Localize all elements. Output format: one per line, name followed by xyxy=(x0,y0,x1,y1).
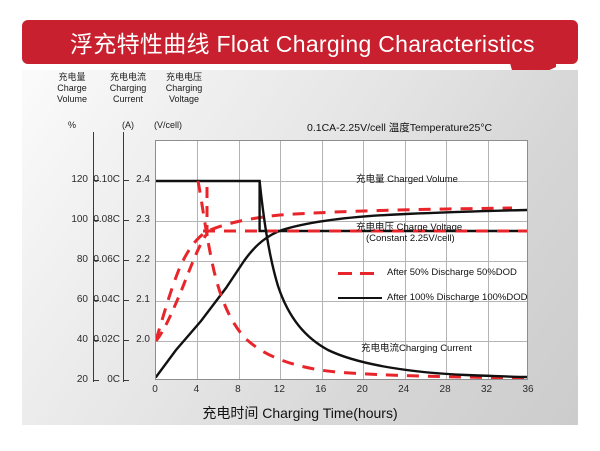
curve-charging-current-50dod xyxy=(196,180,527,379)
y-tick-label-charging-voltage: 2.4 xyxy=(136,174,150,185)
annotation-charged-volume: 充电量 Charged Volume xyxy=(356,174,458,185)
axis-heading-en1: Charging xyxy=(165,83,203,93)
title-banner: 浮充特性曲线 Float Charging Characteristics xyxy=(22,20,578,85)
annotation-charge-voltage-sub: (Constant 2.25V/cell) xyxy=(366,233,455,244)
y-tick-label-charging-current: 0.08C xyxy=(93,214,120,225)
y-tick-label-charging-voltage: 2.0 xyxy=(136,334,150,345)
y-tick-label-charge-volume: 80 xyxy=(76,254,88,265)
x-tick-label: 28 xyxy=(439,384,451,395)
chart-panel: 充电量 Charge Volume 充电电流 Charging Current … xyxy=(22,70,578,425)
x-tick-label: 24 xyxy=(398,384,410,395)
y-tick-mark-charging-current xyxy=(123,300,129,301)
plot-area: 充电量 Charged Volume 充电电压 Charge Voltage (… xyxy=(155,140,528,380)
axis-line-charge-volume xyxy=(93,132,94,382)
legend-swatch-solid-icon xyxy=(338,293,382,303)
curve-layer xyxy=(156,179,527,379)
axis-heading-charging-current: 充电电流 Charging Current xyxy=(102,72,154,105)
axis-heading-en2: Current xyxy=(112,94,143,104)
x-axis-title: 充电时间 Charging Time(hours) xyxy=(202,405,398,421)
chart-subtitle: 0.1CA-2.25V/cell 温度Temperature25°C xyxy=(307,122,493,134)
x-tick-label: 12 xyxy=(273,384,285,395)
axis-heading-en1: Charge xyxy=(57,83,87,93)
annotation-charging-current: 充电电流Charging Current xyxy=(361,343,472,354)
y-tick-mark-charging-current xyxy=(123,380,129,381)
y-tick-label-charge-volume: 20 xyxy=(76,374,88,385)
curve-charging-current-100dod xyxy=(258,180,527,379)
x-tick-label: 8 xyxy=(235,384,241,395)
gridline-v-8 xyxy=(238,141,240,379)
y-tick-mark-charge-volume xyxy=(93,380,99,381)
curve-charged-volume-50dod xyxy=(156,206,513,341)
axis-heading-en1: Charging xyxy=(109,83,147,93)
y-tick-label-charging-voltage: 2.3 xyxy=(136,214,150,225)
axis-heading-charging-voltage: 充电电压 Charging Voltage xyxy=(158,72,210,105)
y-tick-label-charging-current: 0.06C xyxy=(93,254,120,265)
axis-heading-cn: 充电电流 xyxy=(109,72,146,82)
axis-heading-cn: 充电电压 xyxy=(165,72,202,82)
annotation-charge-voltage: 充电电压 Charge Voltage xyxy=(356,222,463,233)
axis-unit-charge-volume: % xyxy=(67,120,76,130)
legend-item-50dod: After 50% Discharge 50%DOD xyxy=(338,267,517,278)
gridline-v-20 xyxy=(363,141,365,379)
y-tick-mark-charge-volume xyxy=(93,340,99,341)
title-banner-body: 浮充特性曲线 Float Charging Characteristics xyxy=(22,20,578,64)
y-tick-mark-charging-current xyxy=(123,180,129,181)
legend-swatch-dashed-icon xyxy=(338,268,382,278)
y-tick-label-charging-voltage: 2.1 xyxy=(136,294,150,305)
gridline-h-2.0 xyxy=(156,341,527,342)
y-tick-mark-charge-volume xyxy=(93,260,99,261)
y-tick-label-charge-volume: 120 xyxy=(71,174,88,185)
y-tick-mark-charge-volume xyxy=(93,180,99,181)
axis-unit-charging-current: (A) xyxy=(122,120,134,130)
page-title: 浮充特性曲线 Float Charging Characteristics xyxy=(70,31,535,57)
y-tick-mark-charging-current xyxy=(123,220,129,221)
y-tick-mark-charging-current xyxy=(123,340,129,341)
y-tick-mark-charge-volume xyxy=(93,220,99,221)
y-tick-mark-charge-volume xyxy=(93,300,99,301)
y-tick-label-charge-volume: 40 xyxy=(76,334,88,345)
curve-charge-voltage-50dod xyxy=(156,234,208,342)
gridline-h-2.3 xyxy=(156,221,527,222)
y-tick-label-charging-current: 0.02C xyxy=(93,334,120,345)
axis-heading-en2: Voltage xyxy=(168,94,200,104)
y-tick-label-charging-voltage: 2.2 xyxy=(136,254,150,265)
y-tick-label-charging-current: 0C xyxy=(107,374,120,385)
y-tick-label-charging-current: 0.04C xyxy=(93,294,120,305)
gridline-v-24 xyxy=(404,141,406,379)
curve-charged-volume-100dod xyxy=(156,208,527,379)
y-tick-label-charge-volume: 100 xyxy=(71,214,88,225)
legend-label: After 100% Discharge 100%DOD xyxy=(387,292,528,303)
x-tick-label: 16 xyxy=(315,384,327,395)
y-tick-label-charging-current: 0.10C xyxy=(93,174,120,185)
axis-heading-cn: 充电量 xyxy=(58,72,86,82)
y-tick-mark-charging-current xyxy=(123,260,129,261)
axis-heading-charge-volume: 充电量 Charge Volume xyxy=(46,72,98,105)
gridline-v-16 xyxy=(321,141,323,379)
gridline-v-32 xyxy=(487,141,489,379)
gridline-v-12 xyxy=(280,141,282,379)
gridline-v-4 xyxy=(197,141,199,379)
x-tick-label: 32 xyxy=(480,384,493,395)
x-tick-label: 4 xyxy=(193,384,200,395)
legend-label: After 50% Discharge 50%DOD xyxy=(387,267,517,278)
axis-line-charging-current xyxy=(123,132,124,382)
gridline-v-28 xyxy=(446,141,448,379)
legend-item-100dod: After 100% Discharge 100%DOD xyxy=(338,292,527,303)
x-tick-label: 36 xyxy=(522,384,534,395)
axis-unit-charging-voltage: (V/cell) xyxy=(154,120,183,130)
gridline-h-2.2 xyxy=(156,261,527,262)
y-tick-label-charge-volume: 60 xyxy=(76,294,88,305)
x-tick-label: 0 xyxy=(152,384,158,395)
curve-charge-voltage-100dod xyxy=(156,179,527,233)
gridline-h-2.1 xyxy=(156,301,527,302)
axis-heading-en2: Volume xyxy=(56,94,88,104)
gridline-h-2.4 xyxy=(156,181,527,182)
x-tick-label: 20 xyxy=(356,384,368,395)
